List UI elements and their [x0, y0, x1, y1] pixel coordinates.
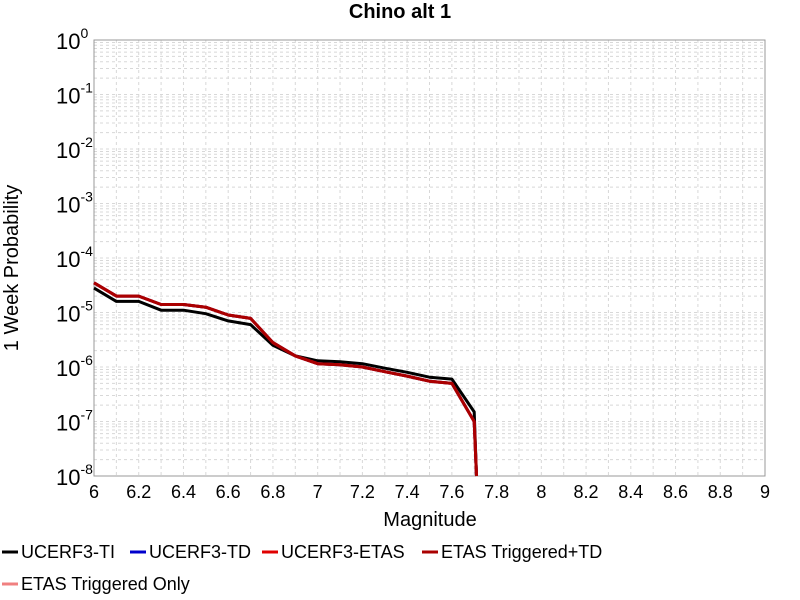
y-tick-label: 10-4 — [56, 243, 93, 272]
x-tick-label: 7.2 — [350, 482, 375, 502]
y-tick-base: 10 — [56, 29, 80, 54]
x-tick-label: 8 — [536, 482, 546, 502]
legend-label: ETAS Triggered+TD — [441, 542, 602, 562]
y-tick-base: 10 — [56, 193, 80, 218]
x-tick-label: 6 — [89, 482, 99, 502]
y-tick-exponent: -8 — [80, 461, 93, 477]
legend-label: UCERF3-TD — [149, 542, 251, 562]
y-tick-label: 10-6 — [56, 352, 93, 381]
y-tick-base: 10 — [56, 356, 80, 381]
legend-label: UCERF3-ETAS — [281, 542, 405, 562]
grid — [93, 40, 766, 477]
x-tick-label: 7.6 — [439, 482, 464, 502]
x-tick-label: 8.4 — [618, 482, 643, 502]
x-tick-label: 6.6 — [216, 482, 241, 502]
x-tick-label: 7.8 — [484, 482, 509, 502]
y-tick-label: 10-1 — [56, 80, 93, 109]
x-tick-label: 8.8 — [708, 482, 733, 502]
y-tick-base: 10 — [56, 302, 80, 327]
plot-area — [93, 39, 766, 477]
series-line-ucerf3-ti — [93, 286, 478, 477]
x-tick-label: 6.2 — [126, 482, 151, 502]
chart-title: Chino alt 1 — [349, 1, 451, 23]
y-tick-base: 10 — [56, 138, 80, 163]
y-tick-exponent: -2 — [80, 134, 93, 150]
y-tick-exponent: -6 — [80, 352, 93, 368]
y-tick-label: 10-5 — [56, 298, 93, 327]
y-tick-exponent: -7 — [80, 407, 93, 423]
x-axis-label: Magnitude — [383, 509, 476, 531]
y-tick-exponent: -5 — [80, 298, 93, 314]
y-tick-base: 10 — [56, 411, 80, 436]
x-tick-label: 8.2 — [574, 482, 599, 502]
y-tick-label: 10-7 — [56, 407, 93, 436]
series-line-etas-triggered-td — [93, 281, 478, 477]
y-tick-base: 10 — [56, 247, 80, 272]
legend: UCERF3-TI UCERF3-TD UCERF3-ETAS ETAS Trigge… — [2, 542, 602, 594]
x-tick-label: 8.6 — [663, 482, 688, 502]
x-tick-label: 7 — [313, 482, 323, 502]
y-tick-exponent: 0 — [80, 25, 88, 41]
series-lines — [93, 281, 478, 477]
x-tick-label: 9 — [760, 482, 770, 502]
y-tick-label: 10-3 — [56, 189, 93, 218]
y-tick-base: 10 — [56, 84, 80, 109]
y-tick-exponent: -3 — [80, 189, 93, 205]
x-tick-label: 6.4 — [171, 482, 196, 502]
x-tick-label: 6.8 — [260, 482, 285, 502]
legend-label: UCERF3-TI — [21, 542, 115, 562]
x-tick-label: 7.4 — [395, 482, 420, 502]
y-tick-base: 10 — [56, 465, 80, 490]
legend-label: ETAS Triggered Only — [21, 574, 190, 594]
y-tick-exponent: -4 — [80, 243, 93, 259]
y-tick-label: 10-2 — [56, 134, 93, 163]
x-tick-labels: 6 6.2 6.4 6.6 6.8 7 7.2 7.4 7.6 7.8 8 8.2 8.4 8.6 8.8 9 — [89, 482, 770, 502]
y-tick-label: 100 — [56, 25, 88, 54]
y-axis-label: 1 Week Probability — [1, 185, 23, 351]
y-tick-exponent: -1 — [80, 80, 93, 96]
y-tick-label: 10-8 — [56, 461, 93, 490]
